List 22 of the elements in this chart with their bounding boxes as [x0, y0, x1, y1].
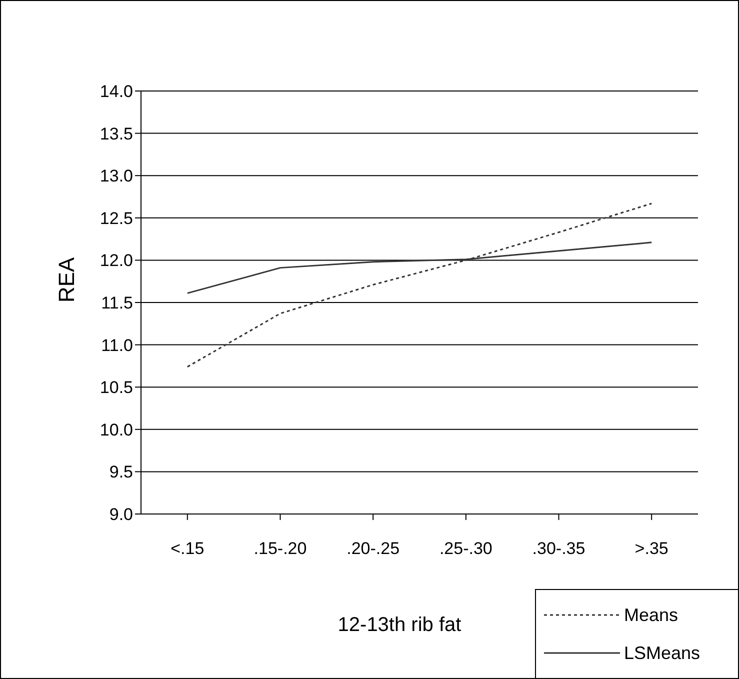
- y-tick-label: 11.5: [101, 294, 133, 313]
- y-tick-label: 9.0: [109, 505, 133, 524]
- y-tick-label: 12.5: [100, 208, 133, 228]
- x-tick-label: .30-.35: [532, 539, 586, 558]
- y-axis-title: REA: [54, 256, 79, 302]
- x-tick-label: >.35: [634, 539, 668, 558]
- y-tick-label: 14.0: [100, 82, 133, 102]
- y-tick-label: 10.5: [100, 378, 133, 398]
- y-tick-label: 9.5: [109, 462, 133, 482]
- y-tick-label: 11.0: [101, 336, 133, 355]
- line-series: [186, 202, 652, 368]
- x-tick-label: .15-.20: [254, 539, 307, 558]
- legend-label: Means: [624, 604, 678, 626]
- x-tick-label: .25-.30: [439, 539, 492, 558]
- legend-label: LSMeans: [624, 642, 700, 664]
- y-tick-label: 10.0: [100, 420, 133, 440]
- y-tick-label: 13.5: [100, 124, 133, 144]
- x-tick-label: .20-.25: [346, 539, 400, 558]
- y-tick-label: 13.0: [100, 166, 133, 186]
- y-tick-label: 12.0: [100, 251, 133, 270]
- x-axis-title: 12-13th rib fat: [338, 614, 462, 636]
- x-tick-label: <.15: [170, 539, 204, 558]
